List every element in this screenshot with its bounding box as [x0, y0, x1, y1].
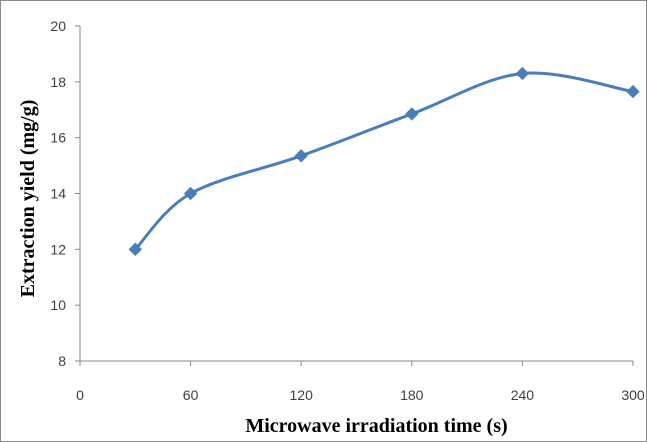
x-tick-label: 60 — [183, 387, 199, 403]
y-tick-label: 18 — [50, 74, 66, 90]
y-tick-label: 8 — [58, 353, 66, 369]
x-tick-label: 300 — [621, 387, 645, 403]
data-point-marker — [294, 149, 308, 163]
plot-area — [128, 66, 640, 257]
x-tick-label: 0 — [76, 387, 84, 403]
y-axis-title: Extraction yield (mg/g) — [17, 100, 39, 298]
x-ticks: 0 60 120 180 240 300 — [76, 361, 645, 403]
axes: 8 10 12 14 16 18 20 0 60 120 180 240 300 — [50, 18, 644, 403]
data-point-marker — [626, 84, 640, 99]
y-ticks: 8 10 12 14 16 18 20 — [50, 18, 80, 369]
data-point-marker — [128, 242, 143, 257]
data-point-marker — [183, 186, 198, 201]
y-tick-label: 10 — [50, 297, 66, 313]
data-point-marker — [515, 66, 530, 81]
y-tick-label: 20 — [50, 18, 66, 34]
y-tick-label: 12 — [50, 241, 66, 257]
data-point-marker — [405, 107, 419, 121]
x-axis-title: Microwave irradiation time (s) — [245, 415, 507, 437]
y-tick-label: 16 — [50, 130, 66, 146]
series-line — [134, 71, 634, 251]
x-tick-label: 240 — [511, 387, 535, 403]
x-tick-label: 120 — [290, 387, 314, 403]
y-tick-label: 14 — [50, 186, 66, 202]
x-tick-label: 180 — [400, 387, 424, 403]
